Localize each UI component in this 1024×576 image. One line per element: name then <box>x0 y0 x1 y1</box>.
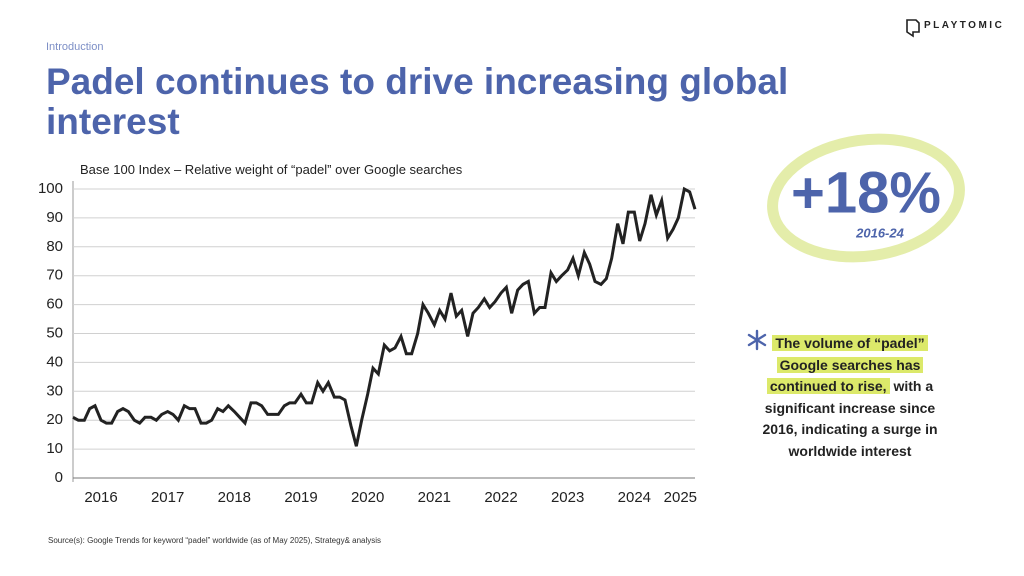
highlighted-text: Google searches has <box>776 356 924 373</box>
x-tick-label: 2024 <box>618 489 651 506</box>
x-tick-label: 2020 <box>351 489 384 506</box>
x-tick-label: 2025 <box>664 489 697 506</box>
kpi-value: +18% <box>791 160 941 225</box>
kpi-period: 2016-24 <box>855 225 904 240</box>
y-tick-label: 80 <box>46 238 63 255</box>
callout-line: significant increase since <box>740 398 960 420</box>
y-tick-label: 20 <box>46 411 63 428</box>
x-tick-label: 2017 <box>151 489 184 506</box>
callout-text: with a <box>893 378 934 394</box>
x-tick-label: 2016 <box>84 489 117 506</box>
data-line <box>72 186 697 447</box>
callout-line: continued to rise, with a <box>740 376 960 398</box>
slide-title: Padel continues to drive increasing glob… <box>46 61 789 142</box>
y-tick-label: 10 <box>46 440 63 457</box>
callout-line: 2016, indicating a surge in <box>740 419 960 441</box>
section-label: Introduction <box>46 41 104 53</box>
x-tick-label: 2021 <box>418 489 451 506</box>
callout-text: significant increase since <box>764 399 936 416</box>
x-tick-label: 2018 <box>218 489 251 506</box>
x-tick-label: 2023 <box>551 489 584 506</box>
y-tick-label: 70 <box>46 267 63 284</box>
y-tick-label: 90 <box>46 209 63 226</box>
x-tick-label: 2022 <box>484 489 517 506</box>
callout-text: 2016, indicating a surge in <box>762 421 938 437</box>
chart-title: Base 100 Index – Relative weight of “pad… <box>80 162 463 177</box>
callout: The volume of “padel” Google searches has… <box>740 333 960 462</box>
highlighted-text: continued to rise, <box>766 378 890 394</box>
callout-line: Google searches has <box>740 355 960 377</box>
y-tick-label: 0 <box>55 469 63 486</box>
kpi-ring <box>767 133 965 263</box>
x-tick-label: 2019 <box>284 489 317 506</box>
brand: PLAYTOMIC <box>924 20 1005 31</box>
y-tick-label: 60 <box>46 296 63 313</box>
y-tick-label: 50 <box>46 324 63 341</box>
source-note: Source(s): Google Trends for keyword “pa… <box>48 536 382 545</box>
asterisk <box>747 329 767 351</box>
callout-line: worldwide interest <box>740 441 960 463</box>
y-tick-label: 30 <box>46 382 63 399</box>
y-tick-label: 100 <box>38 180 63 197</box>
callout-line: The volume of “padel” <box>740 333 960 355</box>
callout-text: worldwide interest <box>788 442 912 459</box>
y-tick-label: 40 <box>46 353 63 370</box>
brand-logo <box>906 19 920 38</box>
highlighted-text: The volume of “padel” <box>772 335 928 351</box>
